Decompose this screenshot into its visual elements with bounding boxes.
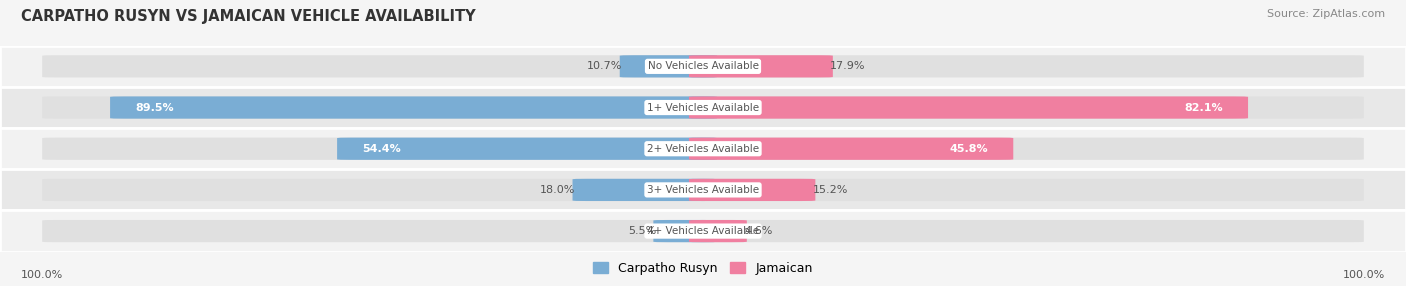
FancyBboxPatch shape: [572, 179, 717, 201]
FancyBboxPatch shape: [689, 179, 1364, 201]
Legend: Carpatho Rusyn, Jamaican: Carpatho Rusyn, Jamaican: [588, 257, 818, 280]
Bar: [0, 87, 1406, 128]
Text: 4.6%: 4.6%: [744, 226, 772, 236]
Text: 10.7%: 10.7%: [588, 61, 623, 71]
FancyBboxPatch shape: [620, 55, 717, 78]
Text: 3+ Vehicles Available: 3+ Vehicles Available: [647, 185, 759, 195]
Text: 54.4%: 54.4%: [363, 144, 401, 154]
Bar: [0, 46, 1406, 87]
Text: 5.5%: 5.5%: [628, 226, 657, 236]
FancyBboxPatch shape: [42, 96, 717, 119]
FancyBboxPatch shape: [689, 55, 832, 78]
FancyBboxPatch shape: [689, 220, 1364, 242]
Text: 15.2%: 15.2%: [813, 185, 848, 195]
FancyBboxPatch shape: [689, 96, 1364, 119]
Bar: [0, 128, 1406, 169]
Bar: [0, 169, 1406, 210]
Text: 18.0%: 18.0%: [540, 185, 575, 195]
FancyBboxPatch shape: [654, 220, 717, 242]
FancyBboxPatch shape: [689, 138, 1364, 160]
FancyBboxPatch shape: [689, 220, 747, 242]
Text: No Vehicles Available: No Vehicles Available: [648, 61, 758, 71]
Text: 1+ Vehicles Available: 1+ Vehicles Available: [647, 103, 759, 112]
FancyBboxPatch shape: [337, 138, 717, 160]
FancyBboxPatch shape: [689, 138, 1014, 160]
FancyBboxPatch shape: [42, 55, 717, 78]
Bar: [0, 210, 1406, 252]
Text: 82.1%: 82.1%: [1184, 103, 1223, 112]
Text: 100.0%: 100.0%: [21, 270, 63, 280]
Text: 45.8%: 45.8%: [949, 144, 988, 154]
FancyBboxPatch shape: [42, 179, 717, 201]
FancyBboxPatch shape: [110, 96, 717, 119]
Text: 2+ Vehicles Available: 2+ Vehicles Available: [647, 144, 759, 154]
Text: 4+ Vehicles Available: 4+ Vehicles Available: [647, 226, 759, 236]
Text: CARPATHO RUSYN VS JAMAICAN VEHICLE AVAILABILITY: CARPATHO RUSYN VS JAMAICAN VEHICLE AVAIL…: [21, 9, 475, 23]
Text: 89.5%: 89.5%: [135, 103, 174, 112]
FancyBboxPatch shape: [42, 220, 717, 242]
FancyBboxPatch shape: [42, 138, 717, 160]
FancyBboxPatch shape: [689, 96, 1249, 119]
Text: 17.9%: 17.9%: [830, 61, 866, 71]
FancyBboxPatch shape: [689, 179, 815, 201]
Text: Source: ZipAtlas.com: Source: ZipAtlas.com: [1267, 9, 1385, 19]
FancyBboxPatch shape: [689, 55, 1364, 78]
Text: 100.0%: 100.0%: [1343, 270, 1385, 280]
